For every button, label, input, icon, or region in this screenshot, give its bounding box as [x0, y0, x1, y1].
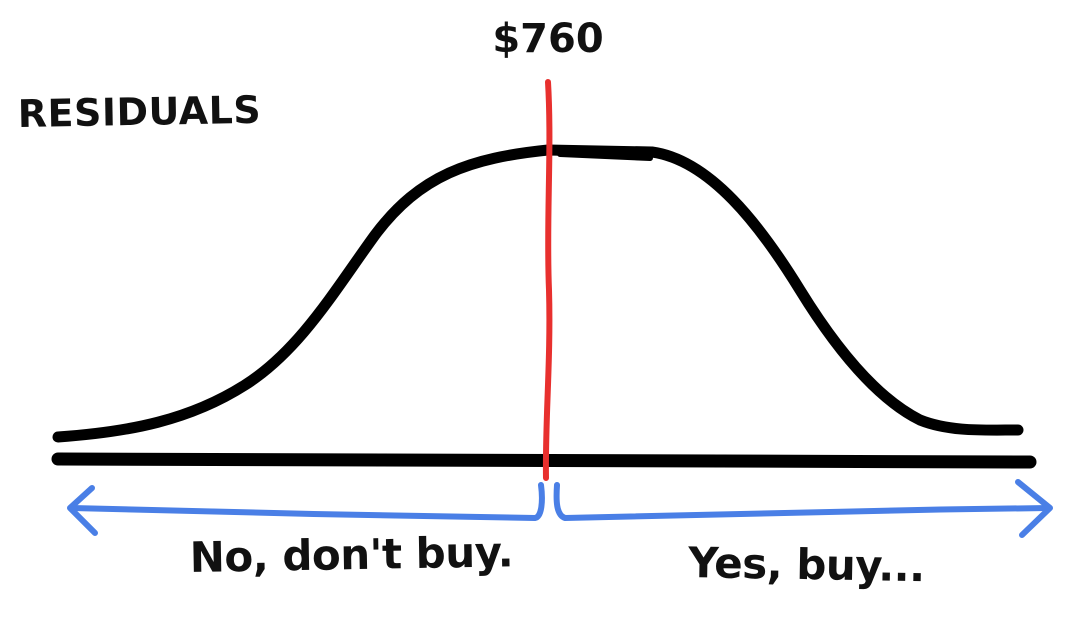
distribution-curve-top-shadow [557, 151, 653, 161]
threshold-line [542, 79, 553, 481]
distribution-curve [52, 144, 1024, 443]
distribution-curve-shadow [147, 365, 273, 428]
right-region-label: Yes, buy... [687, 538, 925, 591]
left-region-arrow [67, 482, 545, 536]
right-region-arrow [553, 479, 1053, 538]
diagram-title: RESIDUALS [17, 88, 261, 136]
left-region-label: No, don't buy. [189, 527, 513, 582]
threshold-label: $760 [492, 16, 603, 62]
